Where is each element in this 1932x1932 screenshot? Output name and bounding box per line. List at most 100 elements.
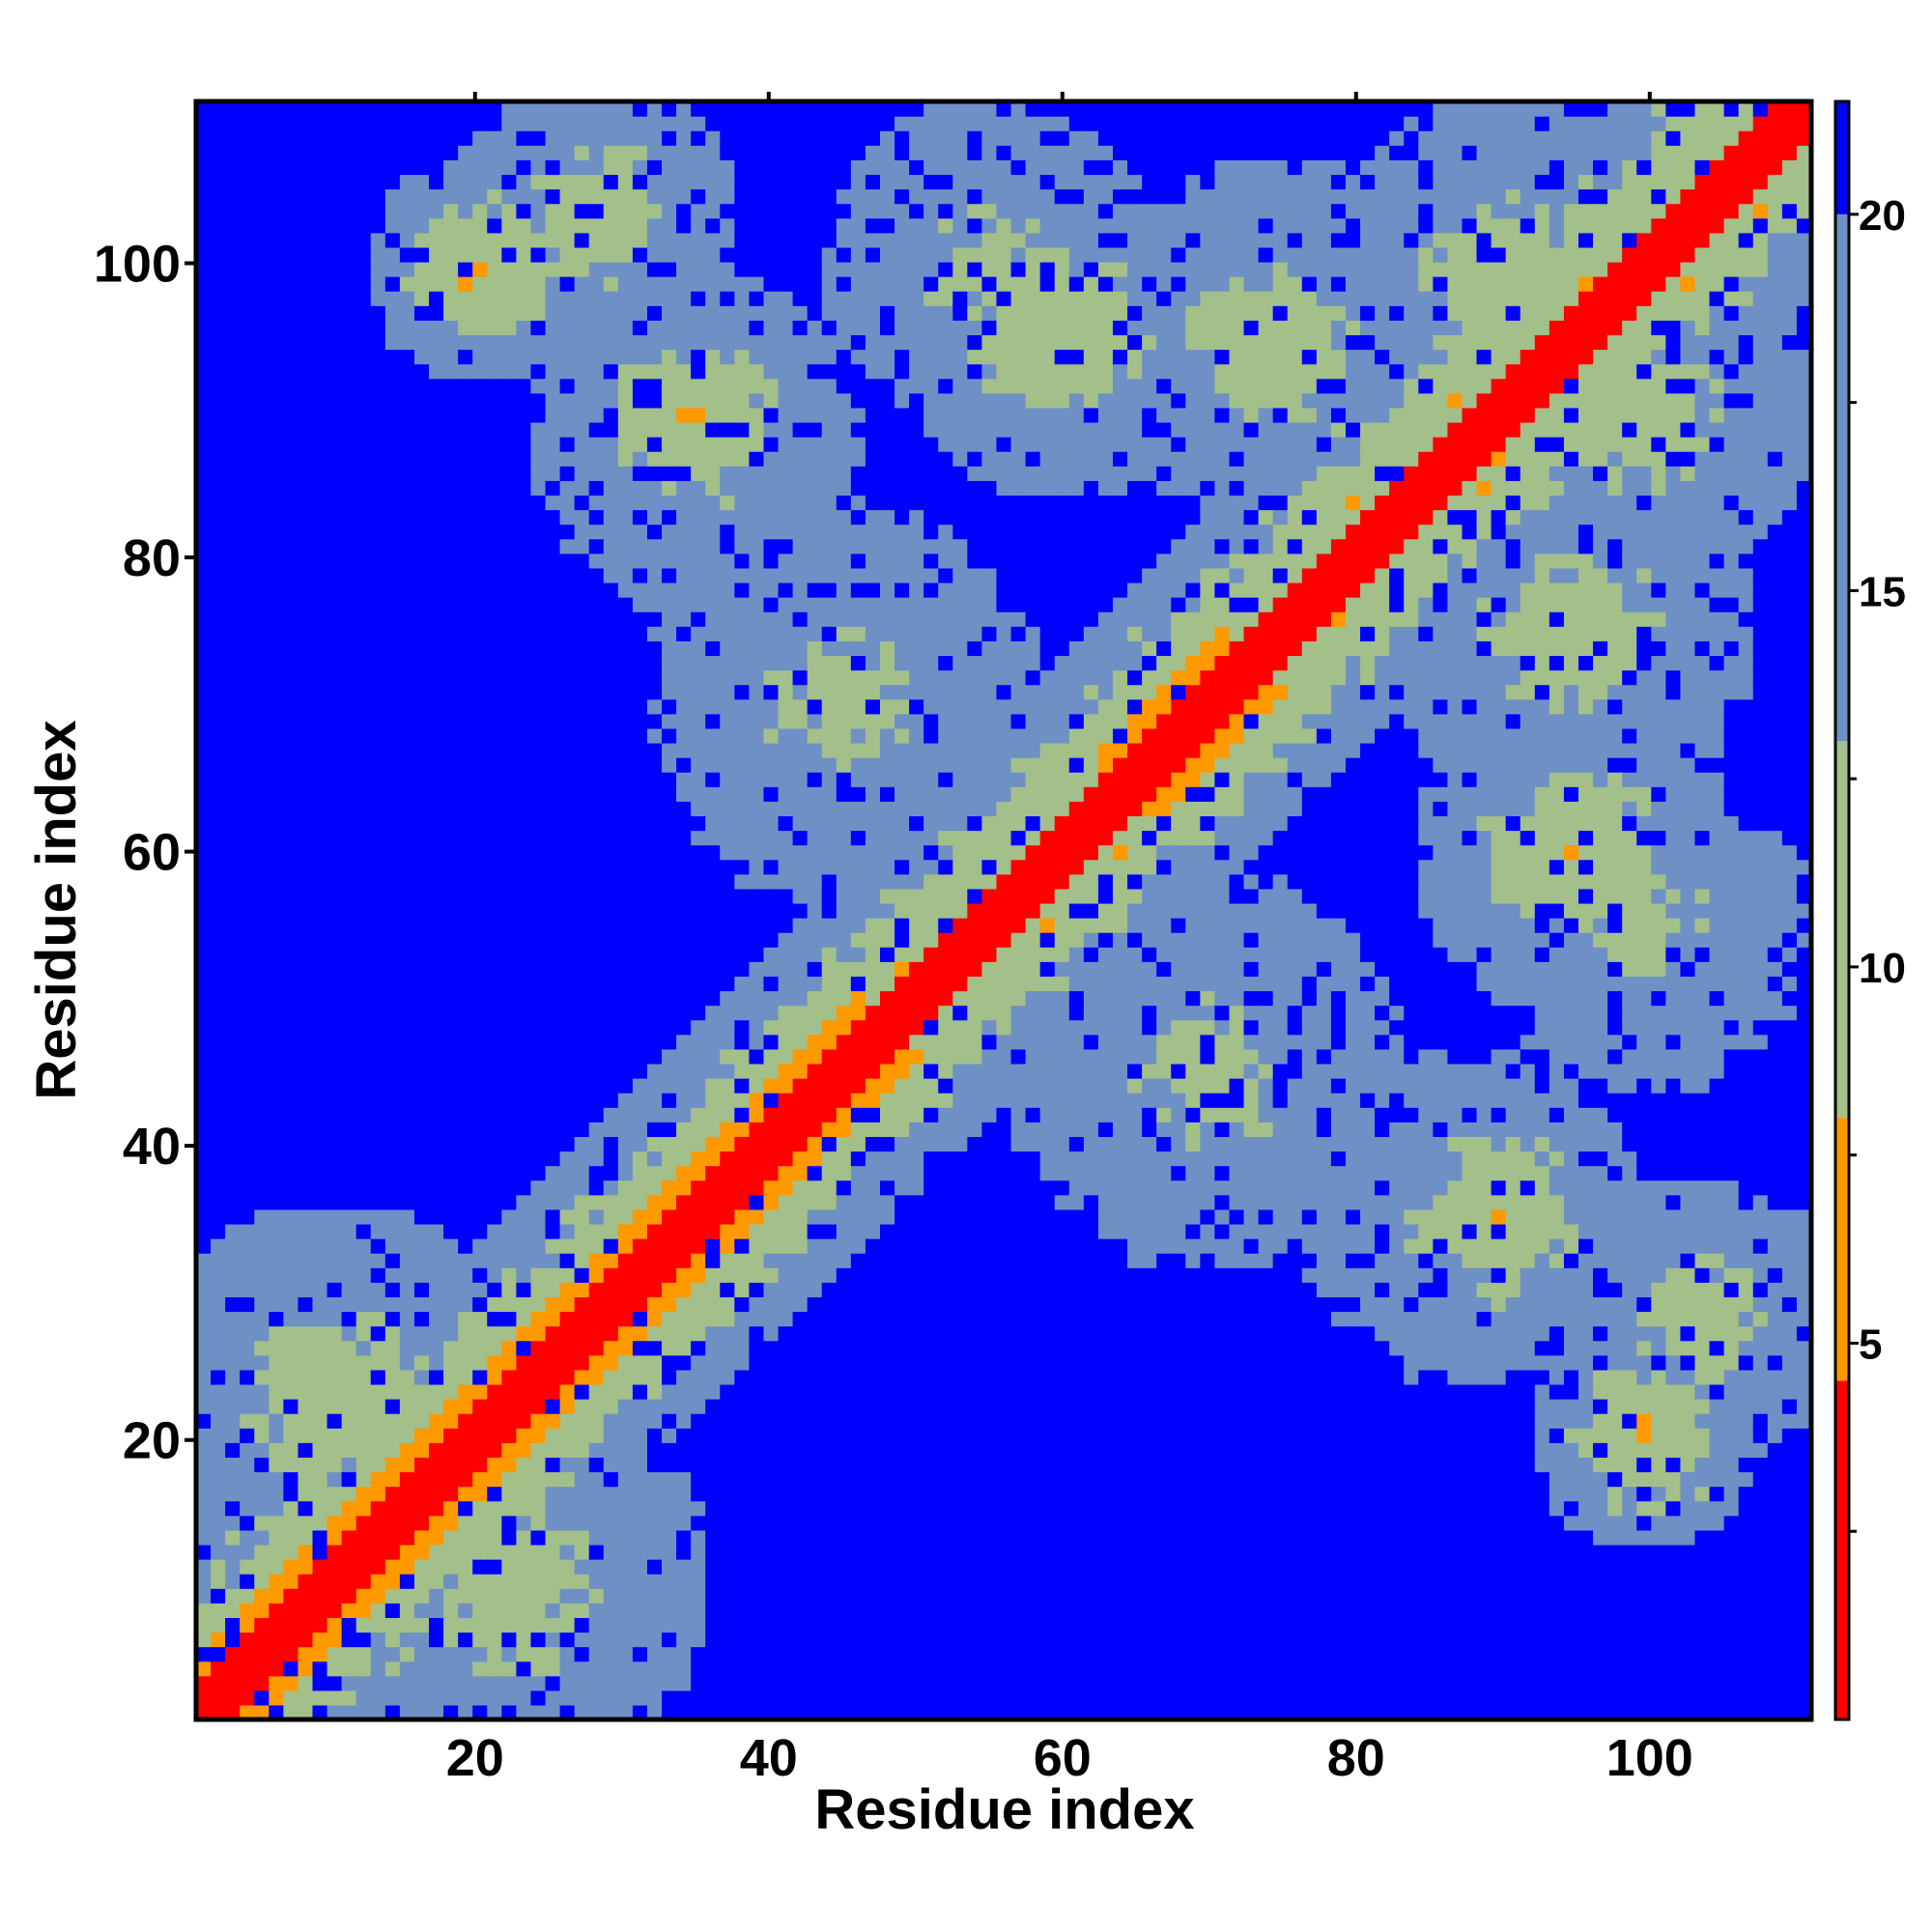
heatmap-cell [632,1544,648,1560]
heatmap-cell [778,1179,794,1196]
heatmap-cell [821,276,838,292]
heatmap-cell [458,1704,473,1720]
heatmap-cell [443,1559,459,1575]
heatmap-cell [399,524,415,540]
heatmap-cell [530,232,547,248]
heatmap-cell [355,786,372,802]
heatmap-cell [676,1325,692,1342]
heatmap-cell [487,727,502,744]
heatmap-cell [792,1588,809,1604]
heatmap-cell [792,363,809,380]
heatmap-cell [269,1093,284,1108]
heatmap-cell [501,815,517,832]
heatmap-cell [211,1238,226,1254]
heatmap-cell [196,1471,212,1488]
heatmap-cell [778,567,794,583]
heatmap-cell [225,990,241,1007]
heatmap-cell [254,772,270,787]
heatmap-cell [603,786,619,802]
heatmap-cell [327,261,343,277]
heatmap-cell [225,669,241,686]
heatmap-cell [617,757,634,773]
heatmap-cell [603,830,619,846]
heatmap-cell [778,976,794,992]
heatmap-cell [487,1311,502,1327]
heatmap-cell [211,1588,226,1604]
heatmap-cell [821,815,838,832]
heatmap-cell [355,757,372,773]
heatmap-cell [588,1063,605,1079]
heatmap-cell [413,947,430,962]
heatmap-cell [574,1048,590,1065]
heatmap-cell [778,1529,794,1546]
heatmap-cell [355,1661,372,1677]
heatmap-cell [312,626,328,641]
heatmap-cell [487,261,502,277]
heatmap-cell [413,1369,430,1385]
heatmap-cell [355,378,372,394]
heatmap-cell [749,1354,765,1371]
heatmap-cell [254,1179,270,1196]
heatmap-cell [443,217,459,234]
heatmap-cell [588,655,605,671]
heatmap-cell [778,1296,794,1313]
heatmap-cell [705,1428,721,1443]
heatmap-cell [603,772,619,787]
heatmap-cell [603,1486,619,1502]
heatmap-cell [516,1311,532,1327]
heatmap-cell [734,1078,750,1094]
heatmap-cell [370,349,386,365]
heatmap-cell [632,232,648,248]
heatmap-cell [458,1179,473,1196]
heatmap-cell [327,830,343,846]
heatmap-cell [763,815,780,832]
heatmap-cell [662,1544,677,1560]
heatmap-cell [691,1151,706,1167]
heatmap-cell [778,495,794,511]
heatmap-cell [269,698,284,715]
heatmap-cell [792,1282,809,1297]
heatmap-cell [196,320,212,336]
heatmap-cell [676,101,692,117]
heatmap-cell [807,1282,823,1297]
heatmap-cell [355,1588,372,1604]
heatmap-cell [413,1399,430,1414]
heatmap-cell [370,786,386,802]
heatmap-cell [807,1151,823,1167]
heatmap-cell [603,1019,619,1036]
heatmap-cell [283,305,299,321]
heatmap-cell [413,976,430,992]
heatmap-cell [399,1296,415,1313]
heatmap-cell [196,888,212,904]
heatmap-cell [720,392,735,409]
heatmap-cell [399,1413,415,1429]
heatmap-cell [413,815,430,832]
heatmap-cell [341,713,357,729]
heatmap-cell [196,1151,212,1167]
heatmap-cell [458,1399,473,1414]
heatmap-cell [588,232,605,248]
heatmap-cell [603,553,619,569]
heatmap-cell [384,538,401,554]
heatmap-cell [821,713,838,729]
heatmap-cell [384,480,401,497]
heatmap-cell [559,1486,576,1502]
heatmap-cell [778,1500,794,1517]
heatmap-cell [545,130,561,146]
heatmap-cell [632,1107,648,1122]
heatmap-cell [240,495,255,511]
heatmap-cell [443,1588,459,1604]
heatmap-cell [734,1500,750,1517]
heatmap-cell [443,1661,459,1677]
heatmap-cell [384,1690,401,1706]
heatmap-cell [298,1019,314,1036]
heatmap-cell [240,1588,255,1604]
heatmap-cell [530,538,547,554]
heatmap-cell [691,1646,706,1662]
heatmap-cell [283,1107,299,1122]
heatmap-cell [778,1340,794,1356]
heatmap-cell [458,1471,473,1488]
heatmap-cell [283,116,299,131]
heatmap-cell [588,1238,605,1254]
heatmap-cell [269,188,284,205]
